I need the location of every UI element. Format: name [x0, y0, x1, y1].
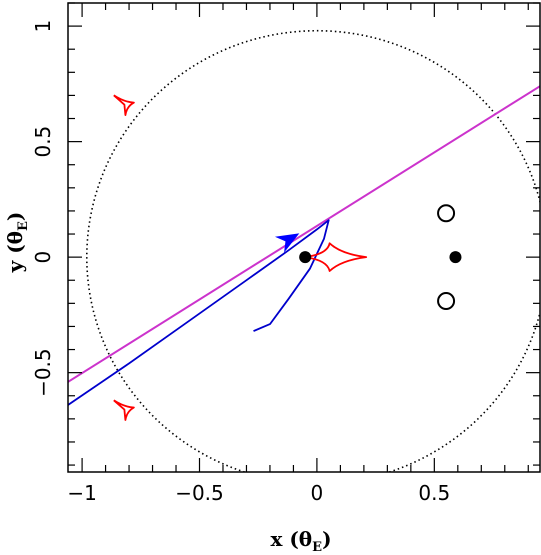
plot-frame [67, 2, 541, 473]
source-trajectory-line [68, 85, 540, 383]
caustic-2 [113, 94, 135, 116]
y-tick-label: −0.5 [31, 348, 55, 397]
x-axis-label: x (θE) [270, 527, 331, 555]
lens-point-2 [449, 251, 462, 264]
tick-labels: −1 −0.5 0 0.5 −0.5 0 0.5 1 [31, 20, 450, 505]
plot-area [68, 29, 540, 472]
y-tick-label: 0 [31, 251, 55, 264]
x-tick-label: 0 [311, 481, 324, 505]
orbit-curve [68, 219, 330, 406]
caustic-3 [113, 399, 135, 421]
image-point-2 [437, 292, 456, 311]
image-point-1 [437, 204, 456, 223]
y-tick-label: 0.5 [31, 126, 55, 158]
caustic-1 [305, 242, 368, 272]
trajectory-arrow [274, 233, 300, 253]
einstein-ring [86, 29, 540, 472]
lens-point-1 [299, 251, 312, 264]
axis-ticks [68, 2, 540, 472]
y-axis-label: y (θE) [3, 212, 31, 274]
x-tick-label: 0.5 [418, 481, 450, 505]
x-tick-label: −0.5 [175, 481, 224, 505]
y-tick-label: 1 [31, 20, 55, 33]
x-tick-label: −1 [67, 481, 96, 505]
